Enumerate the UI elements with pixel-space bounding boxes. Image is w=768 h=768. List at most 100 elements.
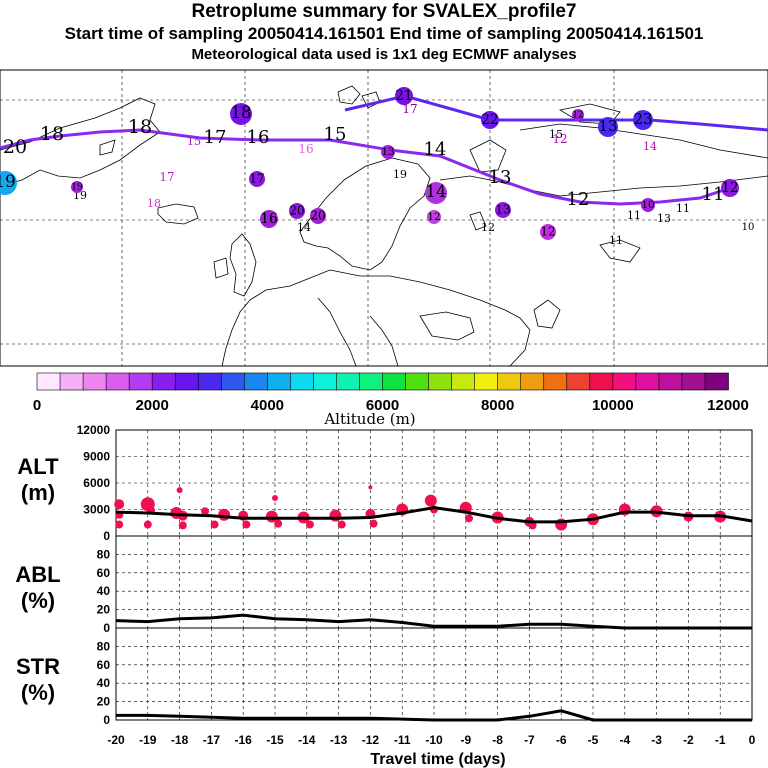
colorbar-swatch bbox=[290, 372, 315, 391]
colorbar-swatch bbox=[681, 372, 706, 391]
x-tick-label: -11 bbox=[394, 733, 411, 747]
altitude-scatter-point bbox=[114, 499, 125, 510]
colorbar-swatch bbox=[359, 372, 384, 391]
map-label: 14 bbox=[297, 221, 311, 234]
map-marker-label: 10 bbox=[641, 199, 654, 211]
map-marker bbox=[289, 203, 305, 219]
panel-label: ABL bbox=[15, 562, 60, 587]
map-marker-label: 19 bbox=[71, 183, 83, 193]
map-label: 15 bbox=[549, 128, 563, 141]
x-tick-label: -12 bbox=[362, 733, 380, 747]
panel-label: STR bbox=[16, 654, 60, 679]
map-marker-label: 18 bbox=[231, 103, 252, 122]
map-marker-label: 19 bbox=[0, 172, 16, 192]
altitude-scatter-point bbox=[201, 507, 210, 516]
map-marker-label: 16 bbox=[260, 211, 277, 227]
map-marker bbox=[641, 198, 655, 212]
x-tick-label: -2 bbox=[683, 733, 694, 747]
map-label: 18 bbox=[40, 123, 64, 145]
x-tick-label: -6 bbox=[556, 733, 567, 747]
map-label: 12 bbox=[481, 221, 495, 234]
colorbar-tick-label: 4000 bbox=[251, 397, 284, 414]
altitude-scatter-point bbox=[178, 521, 187, 530]
series-line bbox=[116, 709, 752, 722]
trajectory-blue bbox=[344, 94, 768, 132]
x-tick-label: -9 bbox=[460, 733, 471, 747]
y-tick-label: 80 bbox=[97, 639, 111, 653]
colorbar-swatch bbox=[174, 372, 200, 391]
map-label: 15 bbox=[187, 135, 201, 148]
map-label: 16 bbox=[247, 127, 270, 148]
colorbar-swatch bbox=[497, 372, 522, 391]
panel-unit: (%) bbox=[21, 680, 55, 705]
panel-abl: 0 20 40 60 80 ABL(%) bbox=[15, 535, 753, 635]
colorbar-swatch bbox=[151, 372, 177, 391]
map-marker-label: 13 bbox=[495, 203, 510, 217]
x-tick-label: 0 bbox=[749, 733, 756, 747]
colorbar-swatch bbox=[244, 372, 269, 391]
y-tick-label: 12000 bbox=[77, 423, 111, 437]
colorbar-swatch bbox=[267, 372, 292, 391]
altitude-scatter-point bbox=[242, 520, 251, 529]
colorbar-swatch bbox=[589, 372, 614, 391]
chart-title: Retroplume summary for SVALEX_profile7 bbox=[191, 1, 577, 22]
y-tick-label: 60 bbox=[97, 658, 111, 672]
colorbar-tick-label: 2000 bbox=[135, 397, 168, 414]
map-label: 17 bbox=[402, 102, 417, 116]
colorbar-label: Altitude (m) bbox=[323, 410, 415, 428]
map-marker-label: 21 bbox=[395, 88, 412, 104]
colorbar-tick-label: 12000 bbox=[707, 397, 749, 414]
map-marker-label: 13 bbox=[381, 146, 394, 158]
map-marker bbox=[260, 210, 278, 228]
x-tick-label: -4 bbox=[619, 733, 630, 747]
map-marker bbox=[230, 103, 252, 125]
x-tick-label: -1 bbox=[715, 733, 726, 747]
map-marker bbox=[572, 109, 584, 121]
x-tick-label: -19 bbox=[139, 733, 157, 747]
map-marker bbox=[495, 202, 511, 218]
map-marker bbox=[540, 224, 556, 240]
altitude-scatter-point bbox=[368, 485, 373, 490]
y-tick-label: 40 bbox=[97, 584, 111, 598]
colorbar-swatch bbox=[566, 372, 591, 391]
map-marker bbox=[381, 145, 395, 159]
map-label: 16 bbox=[298, 142, 313, 156]
map-marker bbox=[633, 110, 653, 130]
x-axis-label: Travel time (days) bbox=[370, 751, 505, 768]
x-tick-label: -8 bbox=[492, 733, 503, 747]
map-label: 13 bbox=[657, 212, 671, 225]
x-tick-label: -17 bbox=[203, 733, 221, 747]
altitude-scatter-point bbox=[337, 520, 346, 529]
map-marker-label: 13 bbox=[598, 117, 617, 135]
panel-unit: (m) bbox=[21, 480, 55, 505]
y-tick-label: 0 bbox=[103, 621, 110, 635]
map-marker bbox=[249, 171, 265, 187]
colorbar-swatch bbox=[658, 372, 683, 391]
x-tick-label: -16 bbox=[235, 733, 253, 747]
altitude-scatter-point bbox=[176, 487, 183, 494]
x-tick-label: -13 bbox=[330, 733, 348, 747]
panel-label: ALT bbox=[17, 454, 59, 479]
colorbar-tick-label: 10000 bbox=[592, 397, 634, 414]
colorbar-swatch bbox=[59, 372, 84, 391]
map-marker-label: 12 bbox=[721, 180, 738, 196]
map-label: 12 bbox=[552, 132, 567, 146]
map-label: 11 bbox=[702, 184, 725, 205]
y-tick-label: 3000 bbox=[83, 503, 110, 517]
altitude-scatter-point bbox=[274, 519, 283, 528]
series-line bbox=[115, 506, 753, 524]
map-label: 17 bbox=[159, 170, 174, 184]
map-marker bbox=[395, 87, 413, 105]
map-marker bbox=[0, 171, 17, 195]
map-label: 11 bbox=[609, 234, 623, 247]
map-label: 17 bbox=[204, 127, 227, 148]
colorbar-swatch bbox=[612, 372, 637, 391]
altitude-scatter-point bbox=[424, 494, 437, 507]
map-marker-label: 12 bbox=[540, 225, 555, 239]
map-label: 19 bbox=[393, 168, 407, 181]
altitude-colorbar bbox=[36, 372, 729, 391]
colorbar-swatch bbox=[105, 372, 130, 391]
colorbar-swatch bbox=[220, 372, 246, 391]
altitude-scatter-point bbox=[115, 520, 124, 529]
panel-unit: (%) bbox=[21, 588, 55, 613]
